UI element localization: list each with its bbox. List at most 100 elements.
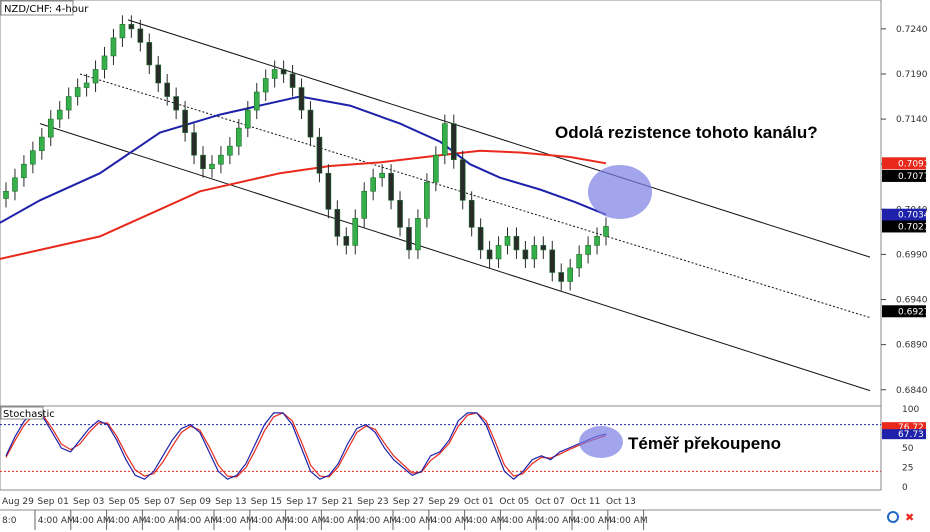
candle-body: [298, 87, 305, 111]
candle-body: [388, 172, 394, 201]
date-label: Sep 23: [357, 497, 388, 507]
candle-body: [3, 190, 9, 199]
candle-body: [316, 136, 323, 174]
main-annotation: Odolá rezistence tohoto kanálu?: [555, 123, 818, 142]
stochastic-tick-label: 100: [902, 405, 919, 415]
time-label: 4:00 AM: [74, 516, 111, 526]
time-label: 4:00 AM: [145, 516, 182, 526]
date-label: Sep 17: [286, 497, 317, 507]
candle-body: [379, 172, 385, 179]
candle-body: [101, 55, 108, 70]
candle-body: [504, 236, 511, 246]
candle-body: [567, 267, 573, 282]
candle-body: [442, 123, 448, 156]
candle-body: [495, 245, 502, 260]
stochastic-d-line: [5, 412, 607, 478]
candle-body: [65, 96, 72, 111]
candle-body: [477, 227, 484, 251]
date-label: Oct 13: [606, 497, 636, 507]
price-badge: [882, 208, 926, 221]
date-label: Sep 13: [215, 497, 246, 507]
time-label: 8:0: [2, 516, 17, 526]
candle-body: [56, 109, 63, 120]
candle-body: [253, 91, 260, 111]
time-label: 4:00 AM: [253, 516, 290, 526]
price-badge: [882, 169, 926, 182]
price-badge-label: 0.7091: [898, 159, 930, 169]
candle-body: [200, 154, 206, 170]
candle-body: [83, 82, 90, 88]
date-label: Aug 29: [2, 497, 34, 507]
date-label: Sep 09: [180, 497, 212, 507]
candle-body: [558, 272, 565, 282]
time-label: 4:00 AM: [539, 516, 576, 526]
time-label: 4:00 AM: [575, 516, 612, 526]
chart-title-box: [0, 0, 74, 16]
price-badge-label: 0.7021: [898, 222, 930, 232]
stochastic-tick-label: 0: [902, 483, 908, 493]
candle-body: [227, 145, 233, 156]
price-tick-label: 0.7140: [896, 115, 928, 125]
price-badge: [882, 157, 926, 170]
date-label: Oct 11: [570, 497, 600, 507]
candlesticks: [3, 15, 609, 291]
channel-lower-line: [39, 123, 871, 392]
stochastic-label-box: [0, 406, 44, 420]
candle-body: [271, 69, 278, 79]
candle-body: [450, 123, 457, 160]
moving-averages: [0, 95, 607, 260]
stochastic-k-line: [5, 412, 607, 480]
resistance-highlight-circle: [588, 165, 652, 219]
candle-body: [468, 199, 475, 228]
time-label: 4:00 AM: [360, 516, 397, 526]
candle-body: [119, 24, 126, 39]
time-label: 4:00 AM: [181, 516, 218, 526]
date-label: Oct 05: [499, 497, 529, 507]
candle-body: [182, 109, 188, 133]
candle-body: [486, 249, 493, 260]
time-label: 4:00 AM: [288, 516, 325, 526]
candle-body: [110, 37, 117, 57]
candle-body: [146, 42, 153, 66]
stochastic-badge: [882, 429, 926, 440]
stochastic-label: Stochastic: [3, 409, 55, 420]
price-badge-label: 0.7034: [898, 211, 930, 221]
date-label: Sep 27: [393, 497, 424, 507]
date-label: Sep 05: [109, 497, 140, 507]
candle-body: [92, 69, 99, 84]
candle-body: [325, 172, 332, 210]
link-icon[interactable]: [887, 511, 899, 523]
candle-body: [289, 73, 296, 88]
date-label: Oct 01: [464, 497, 494, 507]
candle-body: [12, 177, 18, 192]
price-axis: 0.72400.71900.71400.70900.70400.69900.69…: [881, 25, 930, 396]
candle-body: [280, 69, 287, 75]
stochastic-tick-label: 25: [902, 464, 913, 474]
price-pane-frame: [0, 0, 882, 407]
candle-body: [209, 163, 215, 170]
candle-body: [585, 245, 591, 255]
chart-title: NZD/CHF: 4-hour: [4, 4, 89, 15]
time-label: 4:00 AM: [396, 516, 433, 526]
candle-body: [424, 181, 430, 219]
date-label: Sep 21: [322, 497, 353, 507]
candle-body: [236, 127, 242, 147]
candle-body: [352, 218, 359, 246]
candle-body: [343, 236, 350, 246]
date-label: Sep 01: [38, 497, 69, 507]
candle-body: [406, 227, 412, 251]
price-badge-label: 0.7077: [898, 172, 930, 182]
ma100-line: [0, 95, 607, 224]
candle-body: [128, 24, 135, 30]
candle-body: [370, 177, 376, 192]
close-icon[interactable]: ✖: [905, 511, 914, 524]
price-badge-label: 0.6927: [898, 307, 930, 317]
candle-body: [549, 249, 556, 273]
candle-body: [334, 209, 341, 237]
candle-body: [164, 82, 170, 97]
time-label: 4:00 AM: [38, 516, 75, 526]
candle-body: [513, 236, 520, 251]
date-label: Sep 29: [428, 497, 460, 507]
time-label: 4:00 AM: [324, 516, 361, 526]
